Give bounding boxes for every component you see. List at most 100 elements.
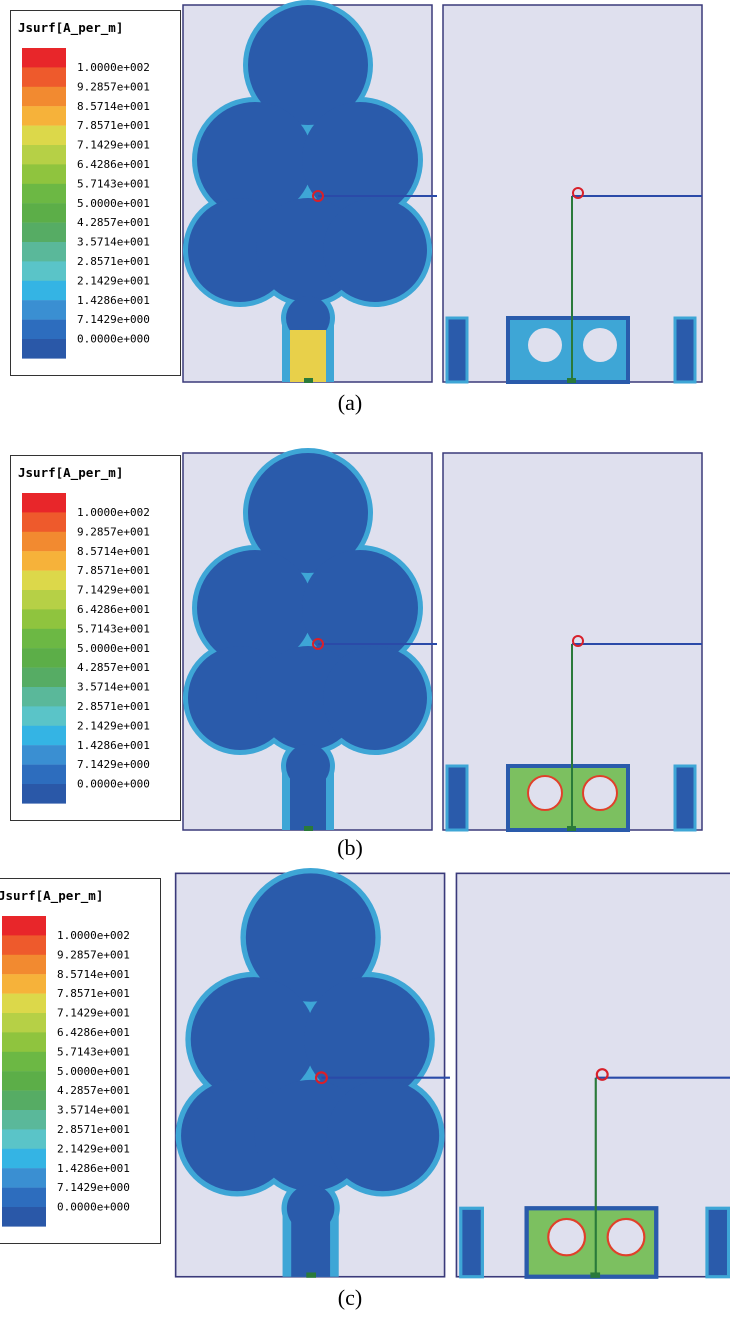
color-swatch: [22, 261, 66, 281]
slot: [583, 328, 617, 362]
color-swatch: [2, 1052, 46, 1072]
color-swatch: [2, 1129, 46, 1149]
slot: [548, 1219, 585, 1255]
legend-label: 5.0000e+001: [57, 1065, 130, 1078]
color-swatch: [2, 994, 46, 1014]
legend-label: 7.1429e+001: [57, 1007, 130, 1020]
legend-label: 5.7143e+001: [77, 177, 150, 190]
legend-label: 7.1429e+000: [77, 313, 150, 326]
legend: Jsurf[A_per_m]1.0000e+0029.2857e+0018.57…: [11, 456, 181, 821]
color-swatch: [22, 765, 66, 785]
legend-label: 6.4286e+001: [77, 603, 150, 616]
color-swatch: [2, 1207, 46, 1227]
legend-label: 5.0000e+001: [77, 642, 150, 655]
stem: [291, 1221, 330, 1277]
color-swatch: [22, 126, 66, 146]
color-swatch: [22, 648, 66, 668]
legend-label: 4.2857e+001: [77, 216, 150, 229]
lobe: [327, 1080, 439, 1191]
port-marker: [306, 1272, 316, 1277]
lobe: [323, 646, 427, 750]
color-swatch: [22, 532, 66, 552]
slot: [583, 776, 617, 810]
color-swatch: [2, 935, 46, 955]
antenna-views: [183, 0, 702, 383]
legend-label: 1.4286e+001: [77, 294, 150, 307]
legend-label: 1.4286e+001: [57, 1162, 130, 1175]
panel: Jsurf[A_per_m] 1.0000e+002 9.2857e+001 8.57…: [0, 868, 730, 1310]
legend: Jsurf[A_per_m] 1.0000e+002 9.2857e+001 8.57…: [0, 879, 161, 1244]
legend-label: 5.7143e+001: [77, 622, 150, 635]
slot: [608, 1219, 645, 1255]
color-swatch: [2, 1032, 46, 1052]
color-swatch: [2, 1071, 46, 1091]
legend-label: 1.4286e+001: [77, 739, 150, 752]
color-swatch: [22, 145, 66, 165]
legend-label: 8.5714e+001: [77, 100, 150, 113]
legend-title: Jsurf[A_per_m]: [0, 888, 103, 904]
legend-label: 9.2857e+001: [57, 948, 130, 961]
legend-label: 2.8571e+001: [57, 1123, 130, 1136]
legend-label: 4.2857e+001: [57, 1084, 130, 1097]
color-swatch: [22, 67, 66, 87]
legend-label: 1.0000e+002: [57, 929, 130, 942]
color-swatch: [22, 726, 66, 746]
legend-label: 6.4286e+001: [57, 1026, 130, 1039]
legend-label: 9.2857e+001: [77, 80, 150, 93]
port-marker: [304, 378, 313, 383]
color-swatch: [22, 784, 66, 804]
color-swatch: [22, 629, 66, 649]
legend-label: 3.5714e+001: [57, 1104, 130, 1117]
legend-label: 2.1429e+001: [77, 719, 150, 732]
port-marker: [567, 378, 576, 383]
stem: [290, 778, 326, 830]
color-swatch: [22, 745, 66, 765]
stem: [290, 330, 326, 382]
legend-label: 2.8571e+001: [77, 700, 150, 713]
color-swatch: [2, 1091, 46, 1111]
color-swatch: [22, 687, 66, 707]
legend-label: 2.1429e+001: [77, 274, 150, 287]
port-marker: [304, 826, 313, 831]
color-swatch: [22, 320, 66, 340]
color-swatch: [22, 609, 66, 629]
panel: Jsurf[A_per_m]1.0000e+0029.2857e+0018.57…: [11, 0, 703, 415]
slot: [528, 328, 562, 362]
legend-title: Jsurf[A_per_m]: [18, 465, 123, 481]
antenna-views: [176, 868, 730, 1278]
color-swatch: [22, 203, 66, 223]
color-swatch: [2, 1168, 46, 1188]
legend-label: 0.0000e+000: [77, 778, 150, 791]
legend-label: 7.1429e+000: [57, 1181, 130, 1194]
port-marker: [590, 1272, 600, 1277]
color-swatch: [2, 955, 46, 975]
color-swatch: [22, 706, 66, 726]
color-swatch: [2, 916, 46, 936]
legend-label: 7.1429e+001: [77, 139, 150, 152]
color-swatch: [22, 493, 66, 513]
legend-label: 2.1429e+001: [57, 1142, 130, 1155]
legend-label: 7.8571e+001: [57, 987, 130, 1000]
slot: [528, 776, 562, 810]
legend-label: 0.0000e+000: [57, 1201, 130, 1214]
legend: Jsurf[A_per_m]1.0000e+0029.2857e+0018.57…: [11, 11, 181, 376]
color-swatch: [22, 551, 66, 571]
color-swatch: [22, 281, 66, 301]
color-swatch: [2, 1188, 46, 1208]
legend-label: 8.5714e+001: [57, 968, 130, 981]
color-swatch: [22, 242, 66, 262]
ground-strip: [447, 766, 467, 830]
legend-label: 3.5714e+001: [77, 236, 150, 249]
panel: Jsurf[A_per_m]1.0000e+0029.2857e+0018.57…: [11, 448, 703, 860]
legend-label: 0.0000e+000: [77, 333, 150, 346]
ground-strip: [707, 1208, 729, 1276]
color-swatch: [22, 339, 66, 359]
legend-label: 7.8571e+001: [77, 119, 150, 132]
port-marker: [567, 826, 576, 831]
legend-title: Jsurf[A_per_m]: [18, 20, 123, 36]
ground-strip: [675, 318, 695, 382]
legend-label: 3.5714e+001: [77, 681, 150, 694]
caption: (c): [338, 1285, 362, 1310]
legend-label: 1.0000e+002: [77, 506, 150, 519]
caption: (a): [338, 390, 362, 415]
